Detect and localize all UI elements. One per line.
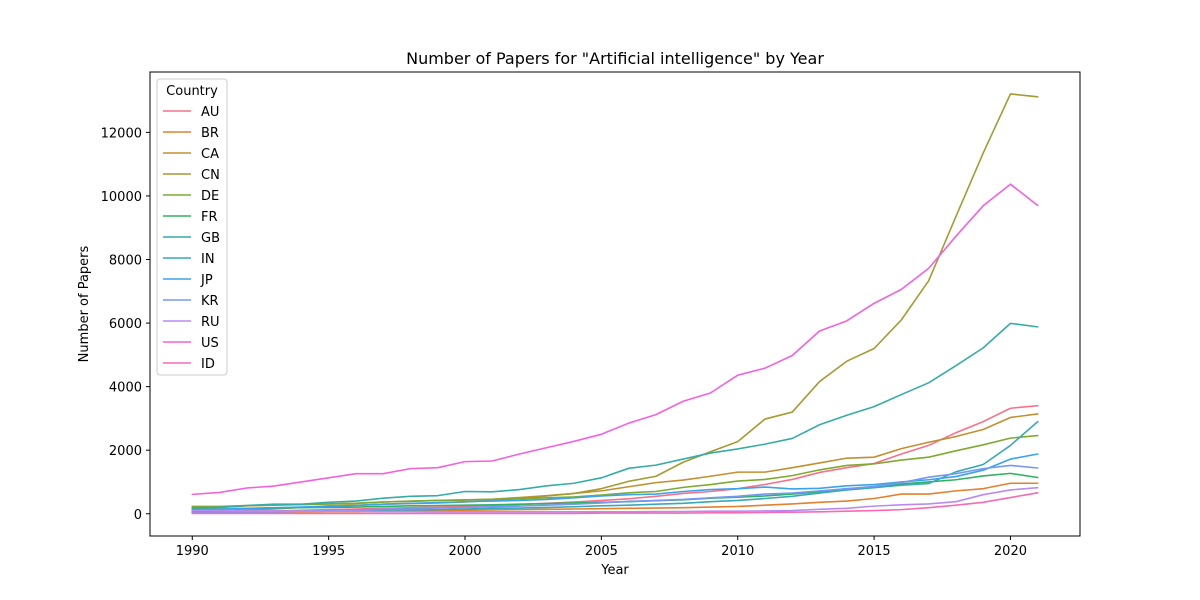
legend-title: Country <box>166 84 218 99</box>
series-line-jp <box>191 453 1039 511</box>
x-axis-title: Year <box>600 563 629 578</box>
y-tick-label: 8000 <box>109 254 142 269</box>
y-tick-label: 6000 <box>109 317 142 332</box>
legend-label-br: BR <box>201 126 219 141</box>
legend: Country AU BR CA CN DE FR GB IN JP KR RU US ID <box>156 78 228 376</box>
legend-label-ca: CA <box>201 147 219 162</box>
x-tick-label: 1990 <box>176 544 209 559</box>
legend-label-us: US <box>201 336 219 351</box>
x-tick-label: 2020 <box>994 544 1027 559</box>
series-line-ru <box>191 486 1039 513</box>
legend-label-kr: KR <box>201 294 219 309</box>
y-tick-label: 4000 <box>109 381 142 396</box>
legend-label-fr: FR <box>201 210 218 225</box>
x-tick-label: 2005 <box>585 544 618 559</box>
series-line-de <box>191 434 1039 508</box>
legend-label-de: DE <box>201 189 219 204</box>
plot-frame <box>149 71 1081 537</box>
y-tick-label: 2000 <box>109 444 142 459</box>
legend-label-jp: JP <box>200 273 213 288</box>
legend-label-ru: RU <box>201 315 220 330</box>
y-tick-label: 10000 <box>101 190 142 205</box>
legend-label-cn: CN <box>201 168 220 183</box>
y-tick-label: 12000 <box>101 126 142 141</box>
series-line-gb <box>191 322 1039 509</box>
legend-label-gb: GB <box>201 231 220 246</box>
legend-label-in: IN <box>201 252 215 267</box>
axes-layer: 1990 1995 2000 2005 2010 2015 2020 0 2000 4000 600… <box>101 126 1027 559</box>
series-line-us <box>191 183 1039 496</box>
y-tick-label: 0 <box>134 508 142 523</box>
legend-label-id: ID <box>201 357 215 372</box>
x-tick-label: 2015 <box>858 544 891 559</box>
y-axis-title: Number of Papers <box>77 245 92 362</box>
x-tick-label: 2000 <box>448 544 481 559</box>
legend-items: AU BR CA CN DE FR GB IN JP KR RU US ID <box>163 105 220 372</box>
series-layer <box>191 93 1039 515</box>
series-line-id <box>191 491 1039 515</box>
legend-label-au: AU <box>201 105 219 120</box>
chart-title: Number of Papers for "Artificial intelli… <box>406 49 824 68</box>
legend-box <box>156 78 228 376</box>
x-tick-label: 1995 <box>312 544 345 559</box>
series-line-au <box>191 404 1039 513</box>
x-tick-label: 2010 <box>721 544 754 559</box>
